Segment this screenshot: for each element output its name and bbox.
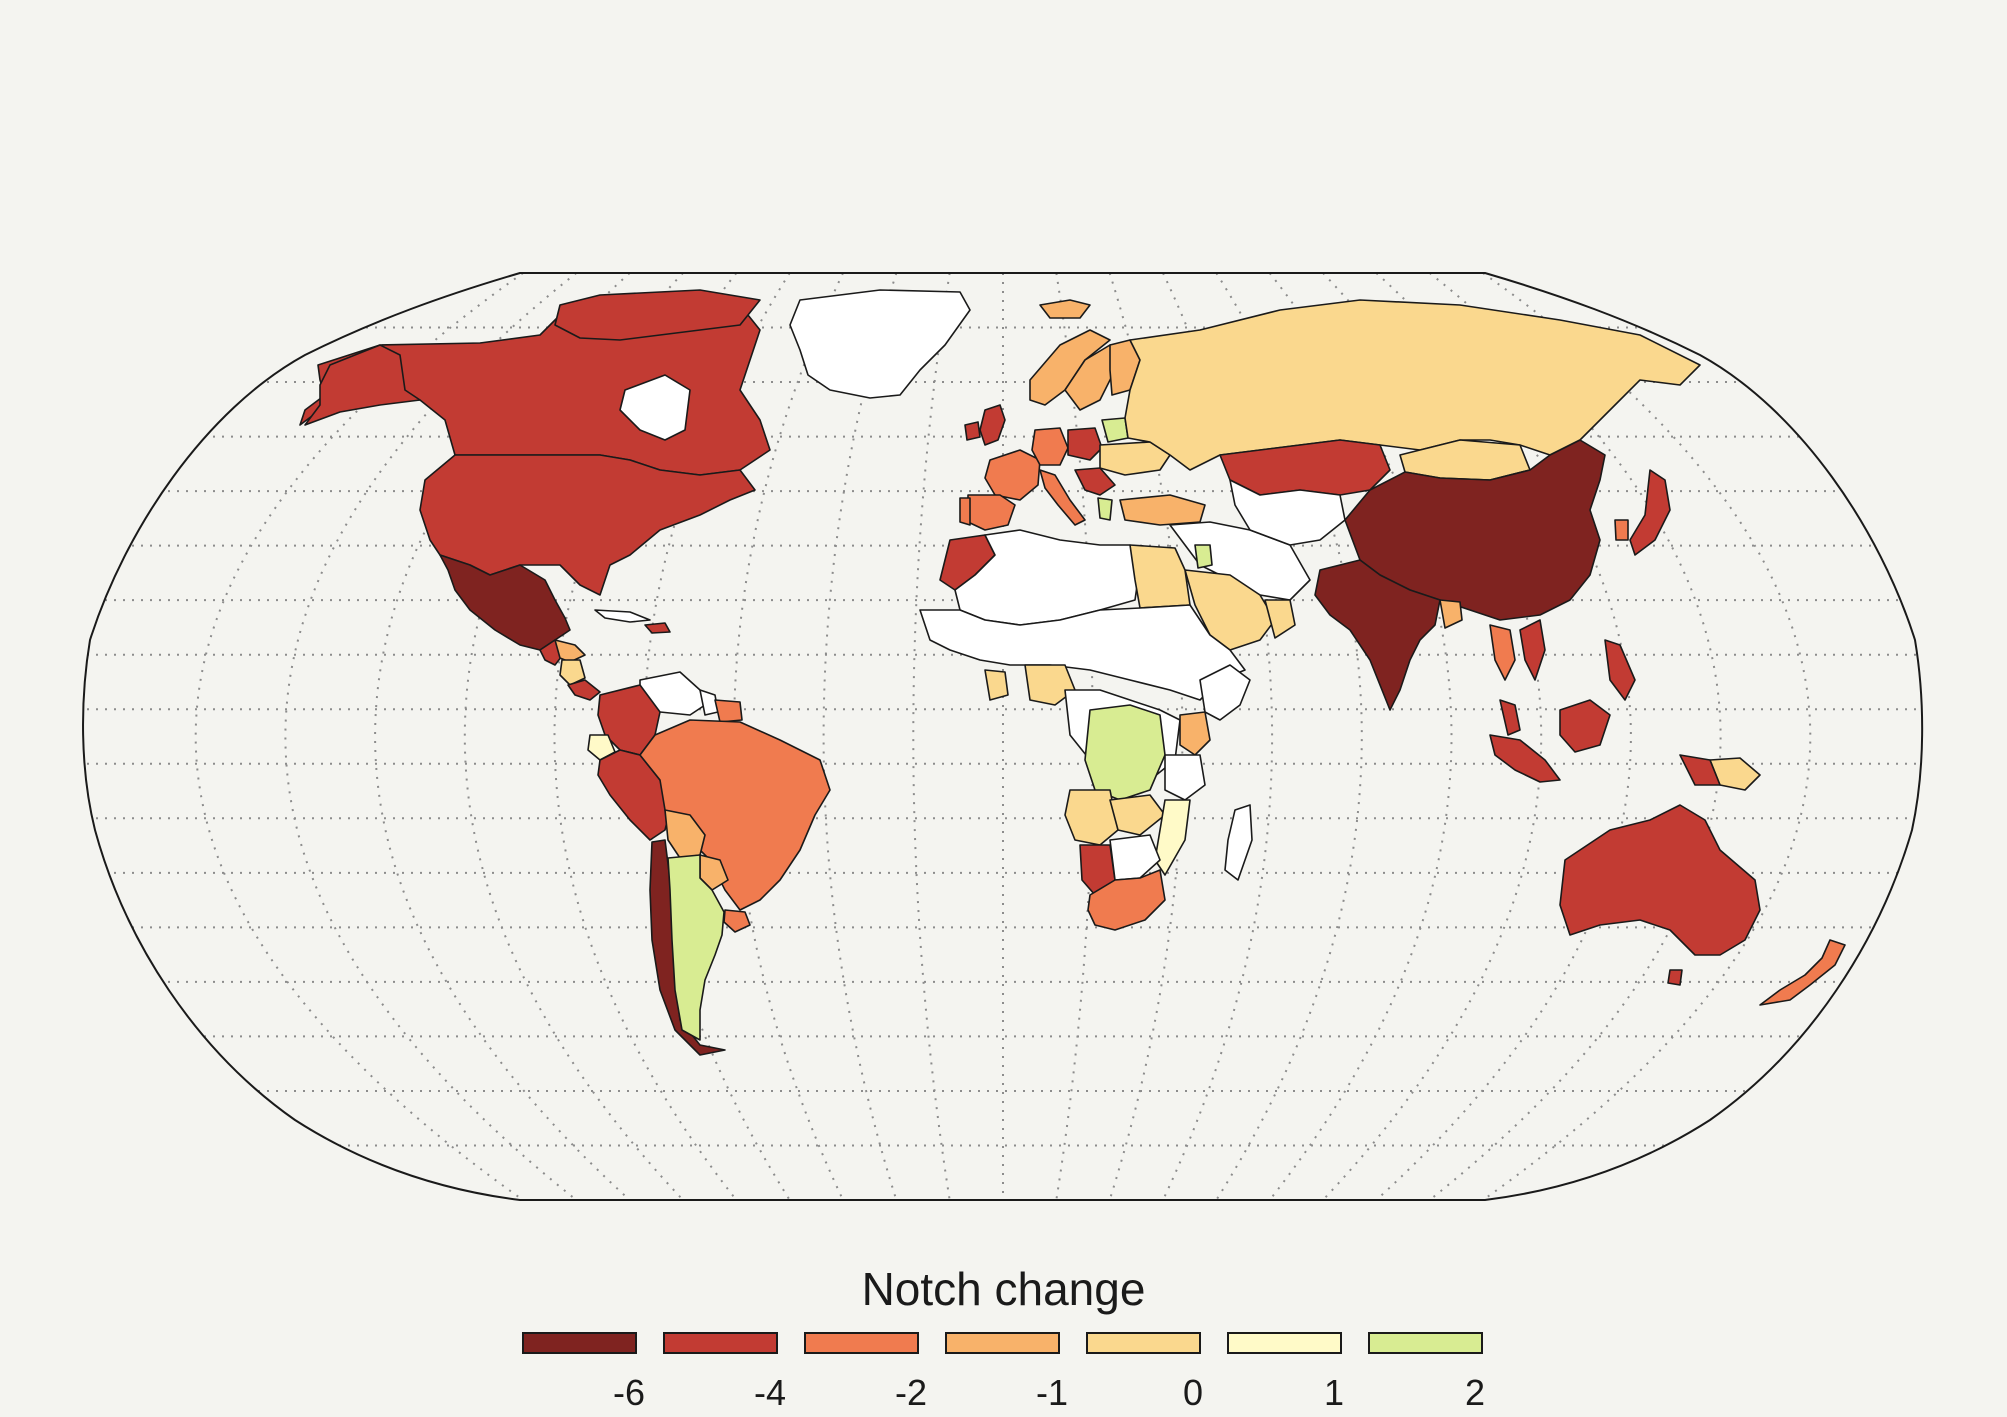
region-argentina bbox=[667, 854, 725, 1041]
graticule-meridian bbox=[194, 273, 524, 1200]
region-france bbox=[984, 449, 1041, 501]
region-australia bbox=[1559, 804, 1761, 956]
region-ireland bbox=[964, 421, 981, 441]
region-angola bbox=[1064, 789, 1119, 846]
region-vietnam bbox=[1519, 619, 1546, 681]
region-united-kingdom bbox=[979, 404, 1006, 446]
region-italy bbox=[1039, 469, 1086, 526]
region-new-guinea-west bbox=[1679, 754, 1721, 786]
region-greece bbox=[1097, 497, 1113, 521]
graticule-meridian bbox=[1482, 273, 1812, 1200]
region-cuba bbox=[594, 609, 651, 623]
region-united-states bbox=[419, 454, 756, 596]
legend-swatch bbox=[804, 1332, 919, 1354]
graticule-meridian bbox=[374, 273, 631, 1200]
graticule-meridian bbox=[1108, 273, 1184, 1200]
region-dominican-republic bbox=[644, 622, 671, 634]
legend-label: 1 bbox=[1323, 1372, 1345, 1413]
legend-swatch bbox=[1227, 1332, 1342, 1354]
region-poland bbox=[1067, 427, 1103, 461]
region-arctic-islands bbox=[554, 289, 761, 341]
region-horn-of-africa bbox=[1199, 664, 1251, 721]
graticule-meridian bbox=[912, 273, 951, 1200]
region-nigeria bbox=[1024, 664, 1076, 706]
legend: -6 -4 -2 -1 0 1 2 bbox=[0, 1332, 2007, 1413]
graticule-meridian bbox=[822, 273, 898, 1200]
region-madagascar bbox=[1224, 804, 1253, 881]
legend-swatch bbox=[1368, 1332, 1483, 1354]
graticule-meridian bbox=[1322, 273, 1543, 1200]
region-greenland bbox=[789, 289, 971, 399]
region-philippines bbox=[1604, 639, 1636, 701]
region-tasmania bbox=[1667, 969, 1683, 986]
graticule-meridian bbox=[463, 273, 684, 1200]
region-dr-congo bbox=[1084, 704, 1166, 801]
region-germany bbox=[1031, 427, 1069, 466]
region-iceland bbox=[1039, 299, 1091, 319]
region-oman bbox=[1264, 599, 1296, 639]
region-honduras bbox=[554, 639, 586, 663]
region-botswana bbox=[1109, 834, 1161, 881]
region-peru bbox=[597, 749, 671, 841]
legend-swatch bbox=[945, 1332, 1060, 1354]
legend-label: -2 bbox=[894, 1372, 927, 1413]
region-new-zealand bbox=[1759, 939, 1846, 1006]
globe-outline bbox=[82, 272, 1924, 1201]
region-tanzania bbox=[1164, 754, 1206, 801]
region-indonesia bbox=[1489, 734, 1561, 783]
region-suriname bbox=[714, 699, 743, 723]
legend-swatch bbox=[663, 1332, 778, 1354]
graticule-meridian bbox=[732, 273, 844, 1200]
region-alaska bbox=[304, 344, 421, 426]
region-south-africa bbox=[1087, 869, 1166, 931]
legend-swatch bbox=[1086, 1332, 1201, 1354]
region-spain bbox=[967, 494, 1016, 531]
legend-label: -6 bbox=[612, 1372, 645, 1413]
legend-title: Notch change bbox=[861, 1263, 1146, 1315]
region-costa-rica bbox=[567, 679, 601, 701]
region-central-asia bbox=[1229, 479, 1346, 546]
region-south-korea bbox=[1614, 519, 1629, 541]
region-mexico bbox=[439, 554, 571, 651]
region-kenya bbox=[1179, 711, 1211, 756]
legend-label: -4 bbox=[753, 1372, 786, 1413]
region-uruguay bbox=[723, 909, 751, 933]
graticule-meridian bbox=[1375, 273, 1632, 1200]
graticule-meridian bbox=[1055, 273, 1094, 1200]
region-thailand bbox=[1489, 624, 1516, 681]
region-russia bbox=[1124, 299, 1701, 471]
region-japan bbox=[1629, 469, 1671, 556]
countries-layer bbox=[299, 289, 1846, 1056]
legend-label: -1 bbox=[1035, 1372, 1068, 1413]
region-malaysia bbox=[1499, 699, 1521, 736]
region-borneo bbox=[1559, 699, 1611, 753]
region-mozambique bbox=[1154, 799, 1191, 876]
legend-swatch bbox=[522, 1332, 637, 1354]
region-jordan bbox=[1194, 544, 1213, 569]
legend-label: 2 bbox=[1464, 1372, 1486, 1413]
region-portugal bbox=[959, 497, 971, 526]
region-india bbox=[1314, 559, 1441, 711]
region-balkans bbox=[1074, 467, 1116, 496]
region-hudson-bay bbox=[619, 374, 691, 441]
legend-label: 0 bbox=[1182, 1372, 1204, 1413]
region-ghana bbox=[984, 669, 1009, 701]
region-south-asia-misc bbox=[1439, 599, 1463, 629]
region-zambia bbox=[1109, 794, 1166, 836]
